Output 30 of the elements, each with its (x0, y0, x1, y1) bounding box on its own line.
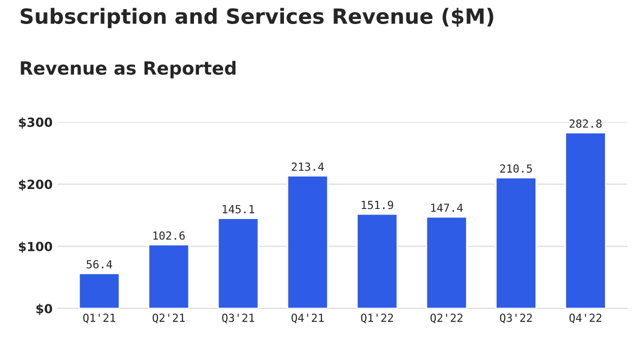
bar (426, 216, 468, 308)
x-tick-label: Q2'22 (430, 314, 462, 324)
y-tick-label: $200 (18, 179, 52, 191)
x-tick-label: Q1'21 (83, 314, 116, 324)
bar (78, 272, 120, 308)
x-tick-label: Q3'22 (500, 314, 532, 324)
data-label: 145.1 (222, 205, 254, 214)
chart-subtitle: Revenue as Reported (20, 60, 236, 78)
y-tick-label: $100 (18, 242, 52, 253)
chart-title: Subscription and Services Revenue ($M) (20, 8, 494, 28)
bar (148, 244, 190, 308)
x-tick-label: Q2'21 (152, 314, 185, 324)
y-tick-label: $300 (18, 117, 52, 129)
x-tick-label: Q1'22 (361, 314, 393, 324)
data-label: 147.4 (431, 204, 463, 212)
data-label: 102.6 (153, 231, 185, 240)
x-tick-label: Q4'22 (569, 314, 602, 324)
data-label: 151.9 (362, 200, 394, 210)
data-label: 56.4 (86, 260, 112, 269)
bar (286, 175, 329, 308)
bar (217, 218, 260, 308)
x-tick-label: Q3'21 (222, 314, 254, 324)
data-label: 282.8 (570, 119, 602, 128)
bar (356, 213, 398, 308)
bar (495, 176, 537, 308)
x-tick-label: Q4'21 (292, 314, 324, 324)
y-tick-label: $0 (36, 304, 52, 316)
bar (564, 132, 606, 308)
data-label: 213.4 (292, 162, 324, 171)
data-label: 210.5 (500, 164, 532, 173)
